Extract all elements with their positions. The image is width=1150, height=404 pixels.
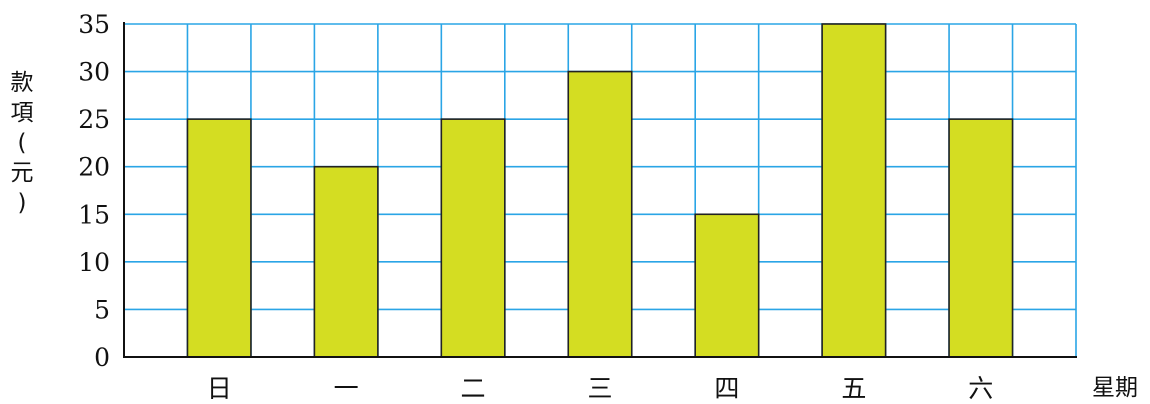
bar-6 [821,23,887,358]
x-axis-title: 星期 [1092,375,1138,401]
x-tick-label: 三 [587,374,612,403]
y-tick-label: 15 [78,200,110,229]
x-tick-label: 五 [841,374,866,403]
axes [123,22,1077,358]
x-tick-label: 四 [714,374,739,403]
y-tick-label: 5 [94,295,110,324]
y-tick-label: 10 [78,248,110,277]
y-tick-label: 0 [94,343,110,372]
y-tick-label: 20 [78,153,110,182]
bar-5 [694,213,760,358]
bar-1 [186,118,252,358]
y-tick-label: 25 [78,105,110,134]
bar-4 [567,70,633,358]
bar-7 [948,118,1014,358]
y-tick-label: 30 [78,58,110,87]
bar-2 [313,165,379,358]
bar-3 [440,118,506,358]
x-tick-label: 六 [968,374,993,403]
y-axis-title: 款項(元) [11,70,34,216]
bars [186,23,1014,358]
x-tick-labels: 日一二三四五六 [207,374,994,403]
y-tick-label: 35 [78,10,110,39]
x-tick-label: 二 [461,374,486,403]
x-tick-label: 一 [334,374,359,403]
y-tick-labels: 0 5 10 15 20 25 30 35 [78,10,110,372]
x-tick-label: 日 [207,374,232,403]
